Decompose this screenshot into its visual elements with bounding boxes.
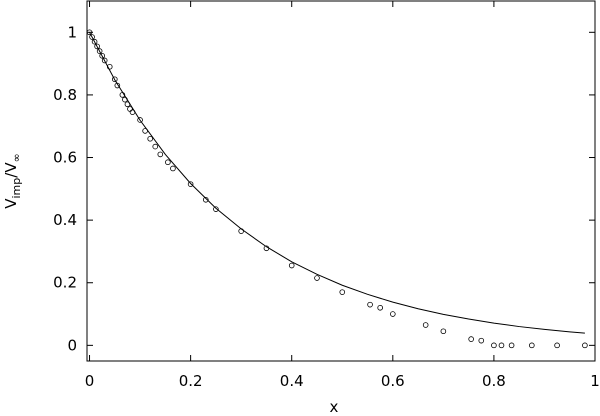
- data-point: [124, 101, 131, 108]
- data-point: [112, 76, 118, 83]
- y-tick-label: 1: [67, 23, 77, 41]
- fit-line: [89, 32, 585, 334]
- y-tick-label: 0.2: [53, 274, 77, 292]
- y-label-part: V: [2, 198, 20, 209]
- data-point: [213, 206, 219, 212]
- data-point: [114, 82, 121, 89]
- data-point: [89, 34, 95, 40]
- y-label-part: /V: [2, 162, 20, 178]
- data-point: [170, 165, 176, 172]
- y-label-part: imp: [10, 178, 23, 199]
- data-point: [582, 342, 588, 349]
- x-tick-label: 0.6: [381, 372, 405, 390]
- data-point: [165, 159, 171, 166]
- data-point: [314, 275, 320, 281]
- data-point: [529, 342, 535, 349]
- data-point: [491, 342, 497, 349]
- data-point: [157, 151, 164, 158]
- data-point: [339, 289, 346, 295]
- x-tick-label: 0.2: [179, 372, 203, 390]
- data-point: [86, 29, 93, 36]
- data-point: [288, 262, 295, 269]
- data-point: [137, 117, 143, 123]
- data-point: [498, 342, 505, 349]
- data-point: [101, 57, 108, 64]
- data-point: [94, 43, 100, 50]
- x-tick-label: 0.8: [482, 372, 506, 390]
- x-tick-label: 1: [590, 372, 600, 390]
- data-point: [147, 135, 153, 142]
- data-point: [119, 92, 126, 98]
- y-tick-label: 0.4: [53, 211, 77, 229]
- data-point: [554, 342, 560, 349]
- x-axis-label: x: [330, 398, 339, 416]
- data-point: [187, 181, 194, 187]
- data-point: [390, 311, 396, 317]
- data-point: [377, 304, 383, 311]
- y-label-part: ∞: [10, 153, 23, 162]
- y-axis-label: Vimp/V∞: [2, 153, 23, 209]
- data-point: [127, 106, 133, 112]
- data-point: [96, 48, 103, 54]
- data-point: [238, 228, 244, 234]
- y-tick-label: 0: [67, 336, 77, 354]
- data-point: [440, 328, 447, 335]
- data-point: [152, 143, 159, 150]
- x-tick-label: 0: [85, 372, 95, 390]
- data-point: [422, 322, 429, 328]
- data-point: [122, 96, 128, 103]
- data-point: [263, 245, 270, 252]
- data-point: [106, 63, 113, 70]
- data-point: [91, 38, 98, 45]
- plot-frame: [86, 0, 596, 362]
- data-point: [508, 342, 515, 349]
- x-tick-label: 0.4: [280, 372, 304, 390]
- data-point: [367, 301, 373, 308]
- data-point: [202, 196, 209, 203]
- data-point: [129, 109, 136, 115]
- data-point: [99, 52, 105, 59]
- y-tick-label: 0.6: [53, 149, 77, 167]
- data-point: [478, 337, 485, 344]
- data-point: [142, 128, 148, 134]
- data-point: [468, 336, 474, 342]
- y-tick-label: 0.8: [53, 86, 77, 104]
